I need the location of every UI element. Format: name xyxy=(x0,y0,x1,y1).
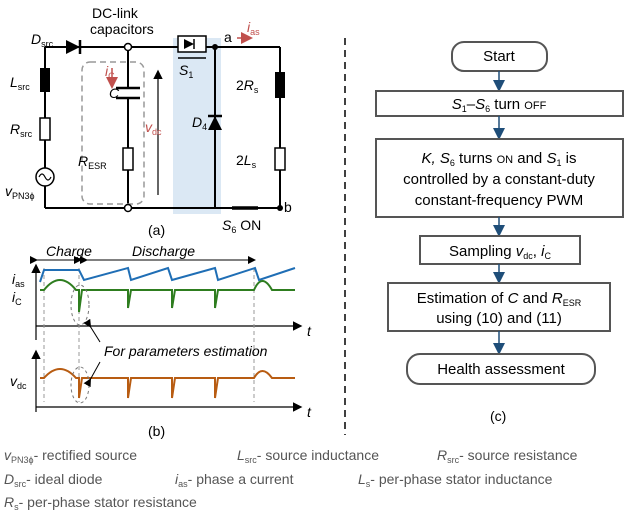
vdc-waveform xyxy=(40,368,295,399)
label-annotation: For parameters estimation xyxy=(104,343,268,359)
r-src-resistor xyxy=(39,117,51,141)
label-r-esr: RESR xyxy=(78,153,107,171)
label-2ls: 2Ls xyxy=(236,152,257,170)
label-2rs: 2Rs xyxy=(236,77,259,95)
node-a-dot xyxy=(212,44,218,50)
node-b-dot xyxy=(277,205,283,211)
label-c: C xyxy=(109,85,120,101)
label-d-src: Dsrc xyxy=(31,31,54,49)
label-s1: S1 xyxy=(179,62,193,80)
flow-step3-box xyxy=(419,235,581,265)
label-d4: D4 xyxy=(192,114,207,132)
label-t-1: t xyxy=(307,323,312,339)
label-node-b: b xyxy=(284,199,292,215)
r-esr-resistor xyxy=(122,147,134,171)
legend-l-s: Ls- per-phase stator inductance xyxy=(358,471,553,489)
waveform-plot: Charge Discharge ias iC t For parameters… xyxy=(10,243,312,439)
flowchart: Start S1–S6 turn OFF K, S6 turns ON and … xyxy=(375,41,624,424)
flow-step2-line2: controlled by a constant-duty xyxy=(403,171,595,188)
l-src-inductor xyxy=(40,68,50,92)
flow-step1-box xyxy=(375,90,624,117)
caption-c: (c) xyxy=(490,408,506,424)
label-vdc-wave: vdc xyxy=(10,373,27,391)
s1-diode-icon xyxy=(184,39,194,49)
circuit-diagram: Dsrc DC-link capacitors iC C RESR vdc Ls… xyxy=(5,5,292,238)
caption-a: (a) xyxy=(148,222,165,238)
legend: vPN3ϕ- rectified source Lsrc- source ind… xyxy=(4,447,578,512)
caption-b: (b) xyxy=(148,423,165,439)
flow-step3-text: Sampling vdc, iC xyxy=(449,243,551,261)
label-ias-wave: ias xyxy=(12,271,25,289)
sine-wave-icon xyxy=(38,173,52,181)
flow-step2-box xyxy=(375,138,624,218)
d-src-diode xyxy=(66,40,80,54)
flow-step4-line1: Estimation of C and RESR xyxy=(417,290,582,308)
legend-d-src: Dsrc- ideal diode xyxy=(4,471,103,489)
flow-step4-line2: using (10) and (11) xyxy=(436,310,562,327)
legend-v-pn: vPN3ϕ- rectified source xyxy=(4,447,137,465)
capacitor-gap xyxy=(116,88,140,98)
legend-l-src: Lsrc- source inductance xyxy=(237,447,379,465)
label-ic: iC xyxy=(105,63,115,81)
label-l-src: Lsrc xyxy=(10,74,30,92)
node-dot-top xyxy=(123,42,133,52)
annotation-ellipse-ic xyxy=(70,284,90,326)
flow-step2-line1: K, S6 turns ON and S1 is xyxy=(422,150,577,168)
label-discharge: Discharge xyxy=(132,243,195,259)
ic-waveform xyxy=(40,279,295,313)
flow-step4-box xyxy=(387,282,611,332)
capacitor-group-box xyxy=(81,61,145,205)
d4-diode xyxy=(208,116,222,130)
label-v-pn: vPN3ϕ xyxy=(5,183,35,201)
label-vdc: vdc xyxy=(145,119,162,137)
legend-i-as: ias- phase a current xyxy=(175,471,294,489)
two-rs-element xyxy=(275,72,285,98)
legend-r-src: Rsrc- source resistance xyxy=(437,447,578,465)
label-r-src: Rsrc xyxy=(10,121,33,139)
flow-start-text: Start xyxy=(483,48,516,65)
flow-step2-line3: constant-frequency PWM xyxy=(415,192,583,209)
legend-r-s: Rs- per-phase stator resistance xyxy=(4,494,197,512)
label-node-a: a xyxy=(224,29,232,45)
label-charge: Charge xyxy=(46,243,92,259)
label-ias: ias xyxy=(247,19,260,37)
annotation-arrow-ic xyxy=(83,318,101,343)
label-s6-on: S6 ON xyxy=(222,217,261,235)
flow-step1-text: S1–S6 turn OFF xyxy=(452,96,547,114)
label-capacitors: capacitors xyxy=(90,21,154,37)
node-dot-bottom xyxy=(123,203,133,213)
annotation-arrow-vdc xyxy=(83,361,101,388)
label-dc-link: DC-link xyxy=(92,5,139,21)
flow-end-text: Health assessment xyxy=(437,361,565,378)
two-ls-element xyxy=(274,147,286,171)
label-ic-wave: iC xyxy=(12,289,22,307)
ias-waveform xyxy=(39,266,296,283)
flow-end-box xyxy=(406,353,596,385)
label-t-2: t xyxy=(307,404,312,420)
